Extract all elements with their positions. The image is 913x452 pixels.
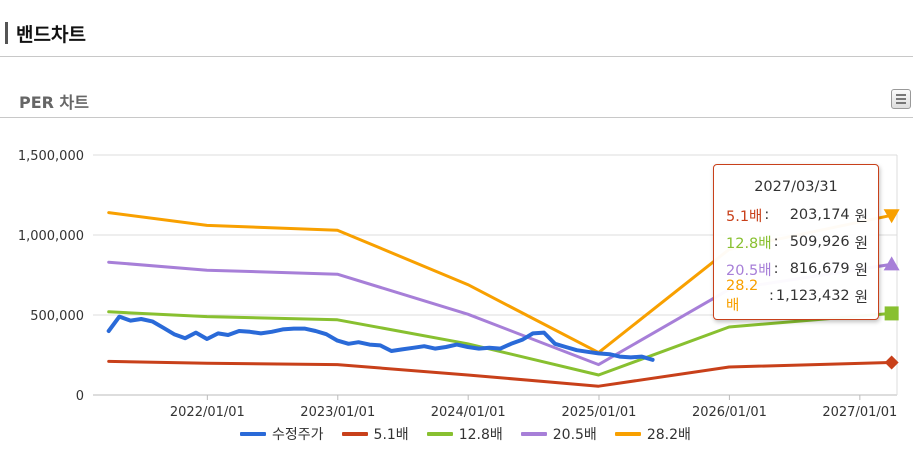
series-end-marker-2 <box>884 306 899 321</box>
series-end-marker-4 <box>883 209 900 224</box>
tooltip-date: 2027/03/31 <box>754 179 838 195</box>
legend-swatch <box>614 432 641 436</box>
tooltip-unit: 원 <box>854 262 868 279</box>
series-end-marker-1 <box>884 355 899 370</box>
tooltip-series-label: 20.5배 <box>726 262 772 279</box>
legend-swatch <box>520 432 547 436</box>
x-tick-label: 2024/01/01 <box>431 405 506 420</box>
tooltip-row: 12.8배:509,926 원 <box>726 232 868 252</box>
tooltip-separator: : <box>764 207 770 223</box>
y-tick-label: 1,000,000 <box>18 229 84 244</box>
legend-item[interactable]: 20.5배 <box>520 424 597 444</box>
tooltip-unit: 원 <box>854 289 868 306</box>
tooltip-row: 5.1배: 203,174 원 <box>726 205 868 225</box>
legend-swatch <box>240 432 266 436</box>
tooltip-row: 20.5배:816,679 원 <box>726 259 868 279</box>
series-line-2 <box>107 310 894 377</box>
tooltip-value: 203,174 <box>789 207 850 223</box>
x-tick-label: 2022/01/01 <box>170 405 245 420</box>
section-divider <box>0 117 913 118</box>
hamburger-menu-icon[interactable] <box>891 89 911 109</box>
tooltip-separator: : <box>773 261 779 277</box>
legend-swatch <box>426 432 453 436</box>
tooltip-value: 509,926 <box>789 234 850 250</box>
tooltip-unit: 원 <box>854 235 868 252</box>
chart-section-title: PER 차트 <box>19 93 89 112</box>
tooltip-value: 1,123,432 <box>775 288 850 304</box>
tooltip-row: 28.2배:1,123,432 원 <box>726 278 868 314</box>
legend-swatch <box>341 432 368 436</box>
tooltip-series-label: 5.1배 <box>726 208 763 225</box>
per-band-chart: 0 500,000 1,000,000 1,500,000 2022/01/01 2023… <box>18 149 900 420</box>
tooltip-value: 816,679 <box>789 261 850 277</box>
x-tick-label: 2027/01/01 <box>822 405 897 420</box>
legend-item[interactable]: 12.8배 <box>426 424 503 444</box>
tooltip-separator: : <box>773 234 779 250</box>
legend-item[interactable]: 5.1배 <box>341 424 409 444</box>
legend-item[interactable]: 28.2배 <box>614 424 691 444</box>
page-title: 밴드차트 <box>16 24 86 46</box>
header-accent-bar <box>5 22 8 44</box>
x-tick-label: 2023/01/01 <box>300 405 375 420</box>
tooltip-series-label: 28.2배 <box>726 277 759 314</box>
legend-label: 5.1배 <box>373 427 409 443</box>
page-header: 밴드차트 <box>0 0 913 57</box>
header-divider <box>0 56 913 57</box>
legend-label: 20.5배 <box>552 427 597 443</box>
tooltip-series-label: 12.8배 <box>726 235 772 252</box>
y-tick-label: 1,500,000 <box>18 149 84 164</box>
legend-label: 28.2배 <box>646 427 691 443</box>
x-tick-label: 2025/01/01 <box>562 405 637 420</box>
tooltip-separator: : <box>768 288 774 304</box>
tooltip-unit: 원 <box>854 208 868 225</box>
y-tick-label: 500,000 <box>30 309 84 324</box>
legend-label: 12.8배 <box>458 427 503 443</box>
y-tick-label: 0 <box>76 389 84 404</box>
chart-tooltip: 2027/03/31 5.1배:203,174 원 12.8배:509,926 원 20… <box>713 164 879 320</box>
series-line-0 <box>106 314 655 362</box>
series-end-marker-3 <box>883 256 900 271</box>
legend-item[interactable]: 수정주가 <box>240 424 324 444</box>
x-tick-label: 2026/01/01 <box>692 405 767 420</box>
chart-legend: 수정주가 5.1배 12.8배 20.5배 28.2배 <box>240 424 709 444</box>
series-line-1 <box>107 359 894 388</box>
legend-label: 수정주가 <box>272 427 324 443</box>
